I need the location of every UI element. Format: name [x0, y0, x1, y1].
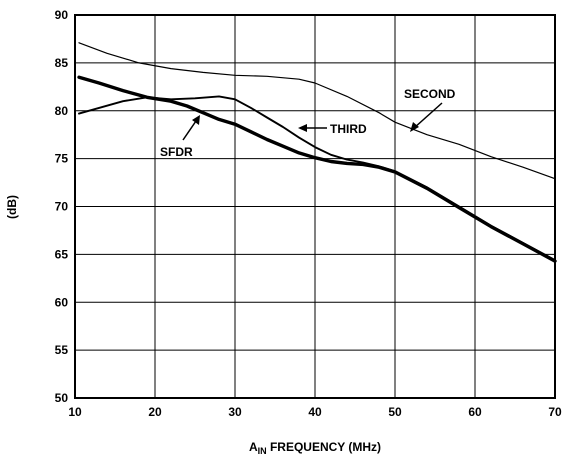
- annotation-third: THIRD: [330, 122, 367, 136]
- series-line-second: [78, 42, 556, 180]
- y-tick-label: 60: [55, 295, 69, 309]
- y-tick-label: 85: [55, 56, 69, 70]
- annotations: SECOND THIRD SFDR: [160, 87, 456, 159]
- plot-frame: [74, 14, 556, 399]
- arrowhead-third: [298, 124, 307, 132]
- y-tick-label: 80: [55, 104, 69, 118]
- x-tick-label: 20: [148, 405, 162, 419]
- arrowhead-sfdr: [192, 115, 200, 125]
- y-tick-label: 90: [55, 8, 69, 22]
- x-tick-label: 10: [68, 405, 82, 419]
- x-axis-title-subscript: IN: [258, 446, 267, 456]
- gridlines: [75, 15, 555, 398]
- y-tick-label: 50: [55, 391, 69, 405]
- x-tick-label: 50: [388, 405, 402, 419]
- y-tick-label: 65: [55, 247, 69, 261]
- y-tick-label: 75: [55, 152, 69, 166]
- series-line-third: [78, 95, 556, 262]
- x-tick-label: 30: [228, 405, 242, 419]
- y-axis-title: (dB): [5, 195, 19, 219]
- y-tick-labels: 50 55 60 65 70 75 80 85 90: [55, 8, 69, 405]
- x-tick-labels: 10 20 30 40 50 60 70: [68, 405, 562, 419]
- x-tick-label: 40: [308, 405, 322, 419]
- y-tick-label: 70: [55, 200, 69, 214]
- x-axis-title: AIN FREQUENCY (MHz): [249, 440, 381, 456]
- x-tick-label: 70: [548, 405, 562, 419]
- x-tick-label: 60: [468, 405, 482, 419]
- series-lines: [77, 42, 557, 263]
- arrow-second: [413, 102, 443, 129]
- annotation-sfdr: SFDR: [160, 145, 193, 159]
- arrowhead-second: [410, 122, 419, 132]
- y-tick-label: 55: [55, 343, 69, 357]
- annotation-second: SECOND: [404, 87, 456, 101]
- arrow-sfdr: [182, 120, 197, 141]
- series-line-sfdr: [77, 75, 557, 263]
